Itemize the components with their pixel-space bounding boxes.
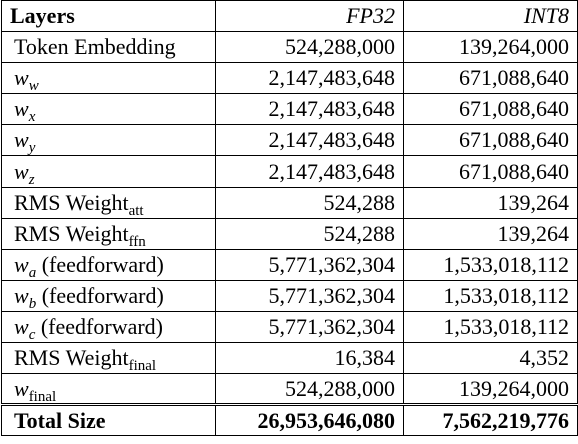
- int8-value: 671,088,640: [403, 124, 578, 157]
- row-label-text: RMS Weight: [14, 189, 129, 215]
- row-label: wc (feedforward): [1, 310, 216, 344]
- row-label-subscript: final: [128, 358, 157, 375]
- table-row: wb (feedforward) 5,771,362,304 1,533,018…: [1, 279, 578, 312]
- row-label: wy: [1, 124, 216, 157]
- table-row: RMS Weightffn 524,288 139,264: [1, 217, 578, 250]
- int8-value: 139,264,000: [403, 373, 578, 406]
- row-label-text: w: [14, 65, 29, 91]
- fp32-value: 2,147,483,648: [215, 155, 404, 188]
- row-label-text: Token Embedding: [14, 34, 176, 60]
- table-row: wc (feedforward) 5,771,362,304 1,533,018…: [1, 310, 578, 344]
- fp32-value: 2,147,483,648: [215, 93, 404, 126]
- row-label-text: w: [14, 282, 29, 308]
- row-label-text: w: [14, 158, 29, 184]
- row-label-subscript: z: [28, 171, 35, 188]
- int8-value: 1,533,018,112: [403, 279, 578, 312]
- fp32-value: 524,288: [215, 217, 404, 250]
- row-label-subscript: att: [128, 202, 144, 219]
- row-label: wx: [1, 93, 216, 126]
- row-label-suffix: (feedforward): [36, 251, 164, 277]
- fp32-value: 524,288,000: [215, 31, 404, 64]
- fp32-value: 2,147,483,648: [215, 124, 404, 157]
- total-row: Total Size 26,953,646,080 7,562,219,776: [1, 403, 578, 437]
- int8-value: 671,088,640: [403, 93, 578, 126]
- row-label: RMS Weightfinal: [1, 342, 216, 375]
- row-label: wz: [1, 155, 216, 188]
- header-fp32: FP32: [215, 0, 404, 33]
- fp32-value: 5,771,362,304: [215, 279, 404, 312]
- table-row: wz 2,147,483,648 671,088,640: [1, 155, 578, 188]
- row-label-subscript: c: [28, 326, 36, 343]
- row-label-subscript: x: [28, 109, 36, 126]
- table-row: wa (feedforward) 5,771,362,304 1,533,018…: [1, 248, 578, 281]
- int8-value: 1,533,018,112: [403, 248, 578, 281]
- row-label-subscript: w: [28, 78, 39, 95]
- table-row: wy 2,147,483,648 671,088,640: [1, 124, 578, 157]
- row-label-text: RMS Weight: [14, 345, 129, 371]
- row-label: wb (feedforward): [1, 279, 216, 312]
- row-label-text: w: [14, 375, 29, 401]
- row-label-text: w: [14, 127, 29, 153]
- total-fp32: 26,953,646,080: [215, 403, 404, 437]
- table-row: RMS Weightatt 524,288 139,264: [1, 186, 578, 219]
- row-label-subscript: y: [28, 140, 36, 157]
- total-label: Total Size: [1, 403, 216, 437]
- int8-value: 139,264,000: [403, 31, 578, 64]
- fp32-value: 5,771,362,304: [215, 310, 404, 344]
- row-label-suffix: (feedforward): [35, 313, 163, 339]
- fp32-value: 524,288: [215, 186, 404, 219]
- row-label: ww: [1, 62, 216, 95]
- fp32-value: 5,771,362,304: [215, 248, 404, 281]
- int8-value: 1,533,018,112: [403, 310, 578, 344]
- int8-value: 671,088,640: [403, 62, 578, 95]
- int8-value: 4,352: [403, 342, 578, 375]
- fp32-value: 524,288,000: [215, 373, 404, 406]
- row-label: RMS Weightatt: [1, 186, 216, 219]
- fp32-value: 2,147,483,648: [215, 62, 404, 95]
- row-label-subscript: final: [28, 388, 57, 405]
- row-label-subscript: a: [28, 264, 37, 281]
- header-layers: Layers: [1, 0, 216, 33]
- int8-value: 139,264: [403, 217, 578, 250]
- table-row: ww 2,147,483,648 671,088,640: [1, 62, 578, 95]
- row-label-subscript: ffn: [128, 233, 146, 250]
- row-label-suffix: (feedforward): [36, 282, 164, 308]
- header-row: Layers FP32 INT8: [1, 0, 578, 33]
- row-label-text: w: [14, 96, 29, 122]
- row-label: wfinal: [1, 373, 216, 406]
- row-label-subscript: b: [28, 295, 37, 312]
- row-label-text: w: [14, 313, 29, 339]
- row-label-text: w: [14, 251, 29, 277]
- row-label: RMS Weightffn: [1, 217, 216, 250]
- int8-value: 671,088,640: [403, 155, 578, 188]
- row-label: wa (feedforward): [1, 248, 216, 281]
- fp32-value: 16,384: [215, 342, 404, 375]
- row-label: Token Embedding: [1, 31, 216, 64]
- int8-value: 139,264: [403, 186, 578, 219]
- table-row: wx 2,147,483,648 671,088,640: [1, 93, 578, 126]
- table-row: wfinal 524,288,000 139,264,000: [1, 373, 578, 406]
- row-label-text: RMS Weight: [14, 220, 129, 246]
- table-row: Token Embedding 524,288,000 139,264,000: [1, 31, 578, 64]
- header-int8: INT8: [403, 0, 578, 33]
- total-int8: 7,562,219,776: [403, 403, 578, 437]
- table-row: RMS Weightfinal 16,384 4,352: [1, 342, 578, 375]
